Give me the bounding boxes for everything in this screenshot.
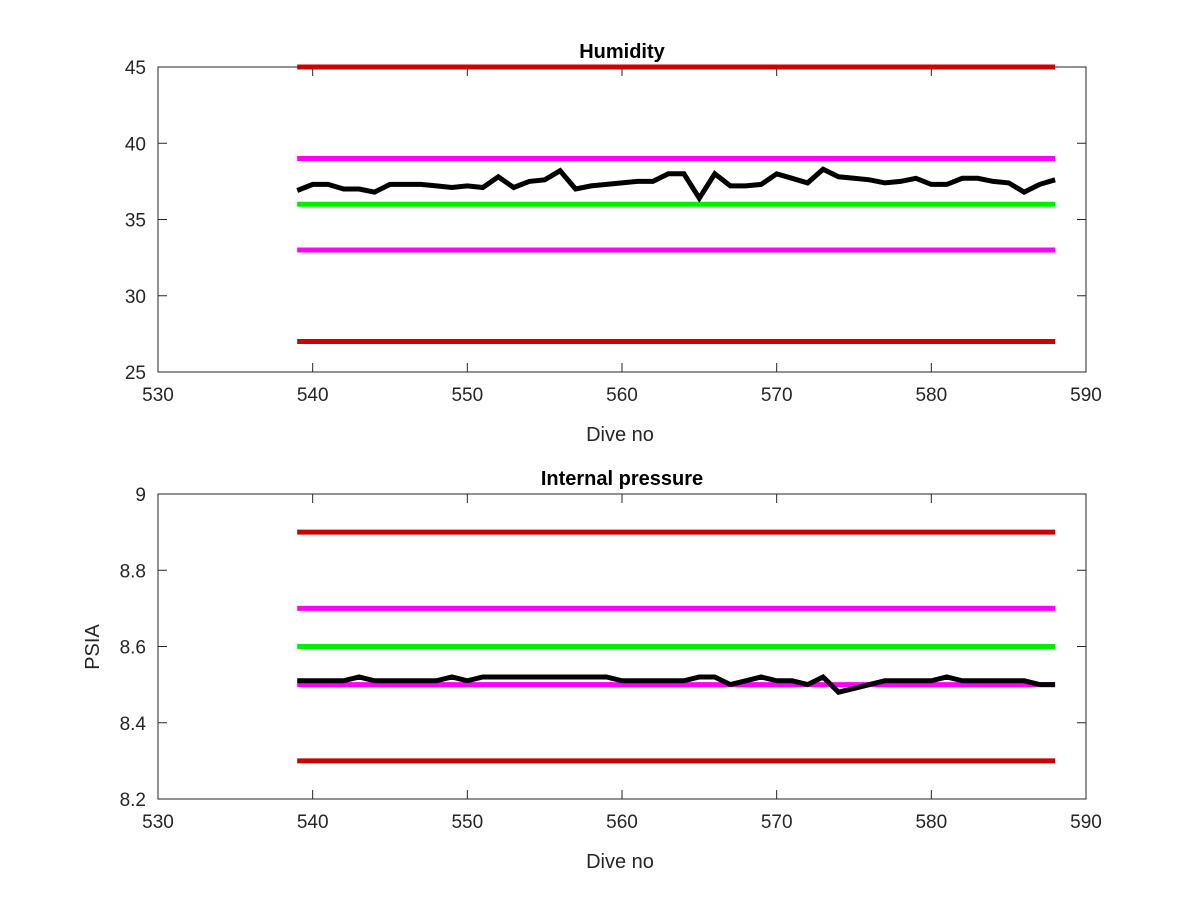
humidity-x-tick-label: 570 xyxy=(761,385,793,406)
humidity-ticks: 530 540 550 560 570 580 590 25 30 35 40 45 xyxy=(125,58,1102,406)
humidity-x-tick-label: 530 xyxy=(142,385,174,406)
pressure-x-tick-label: 530 xyxy=(142,812,174,833)
pressure-x-tick-label: 570 xyxy=(761,812,793,833)
humidity-series-group xyxy=(296,64,1056,344)
pressure-x-tick-label: 540 xyxy=(297,812,329,833)
humidity-y-tick-label: 45 xyxy=(125,58,146,79)
pressure-x-axis-label: Dive no xyxy=(586,851,654,873)
humidity-x-tick-label: 550 xyxy=(451,385,483,406)
pressure-y-tick-label: 8.6 xyxy=(120,638,146,659)
internal-pressure-chart: 530 540 550 560 570 580 590 8.2 8.4 8.6 8.8 9 Inter… xyxy=(82,468,1102,873)
humidity-x-axis-label: Dive no xyxy=(586,424,654,446)
humidity-x-tick-label: 590 xyxy=(1070,385,1102,406)
humidity-x-tick-label: 540 xyxy=(297,385,329,406)
pressure-y-tick-label: 8.4 xyxy=(120,714,147,735)
pressure-y-tick-label: 8.8 xyxy=(120,561,146,582)
humidity-y-tick-label: 35 xyxy=(125,211,146,232)
humidity-x-tick-label: 580 xyxy=(915,385,947,406)
pressure-x-tick-label: 590 xyxy=(1070,812,1102,833)
humidity-y-tick-label: 40 xyxy=(125,134,146,155)
humidity-y-tick-label: 25 xyxy=(125,363,146,384)
pressure-y-axis-label: PSIA xyxy=(82,624,104,670)
pressure-series-line-5 xyxy=(297,673,1056,695)
pressure-chart-title: Internal pressure xyxy=(541,468,703,490)
pressure-ticks: 530 540 550 560 570 580 590 8.2 8.4 8.6 8.8 9 xyxy=(120,485,1102,833)
pressure-series-group xyxy=(297,529,1056,764)
humidity-y-tick-label: 30 xyxy=(125,287,146,308)
pressure-y-tick-label: 8.2 xyxy=(120,790,146,811)
humidity-chart-title: Humidity xyxy=(579,41,665,63)
pressure-x-tick-label: 560 xyxy=(606,812,638,833)
pressure-y-tick-label: 9 xyxy=(135,485,146,506)
pressure-x-tick-label: 550 xyxy=(451,812,483,833)
humidity-x-tick-label: 560 xyxy=(606,385,638,406)
humidity-chart: 530 540 550 560 570 580 590 25 30 35 40 45 Humidity… xyxy=(125,41,1102,446)
pressure-x-tick-label: 580 xyxy=(915,812,947,833)
humidity-series-line-5 xyxy=(296,166,1056,203)
